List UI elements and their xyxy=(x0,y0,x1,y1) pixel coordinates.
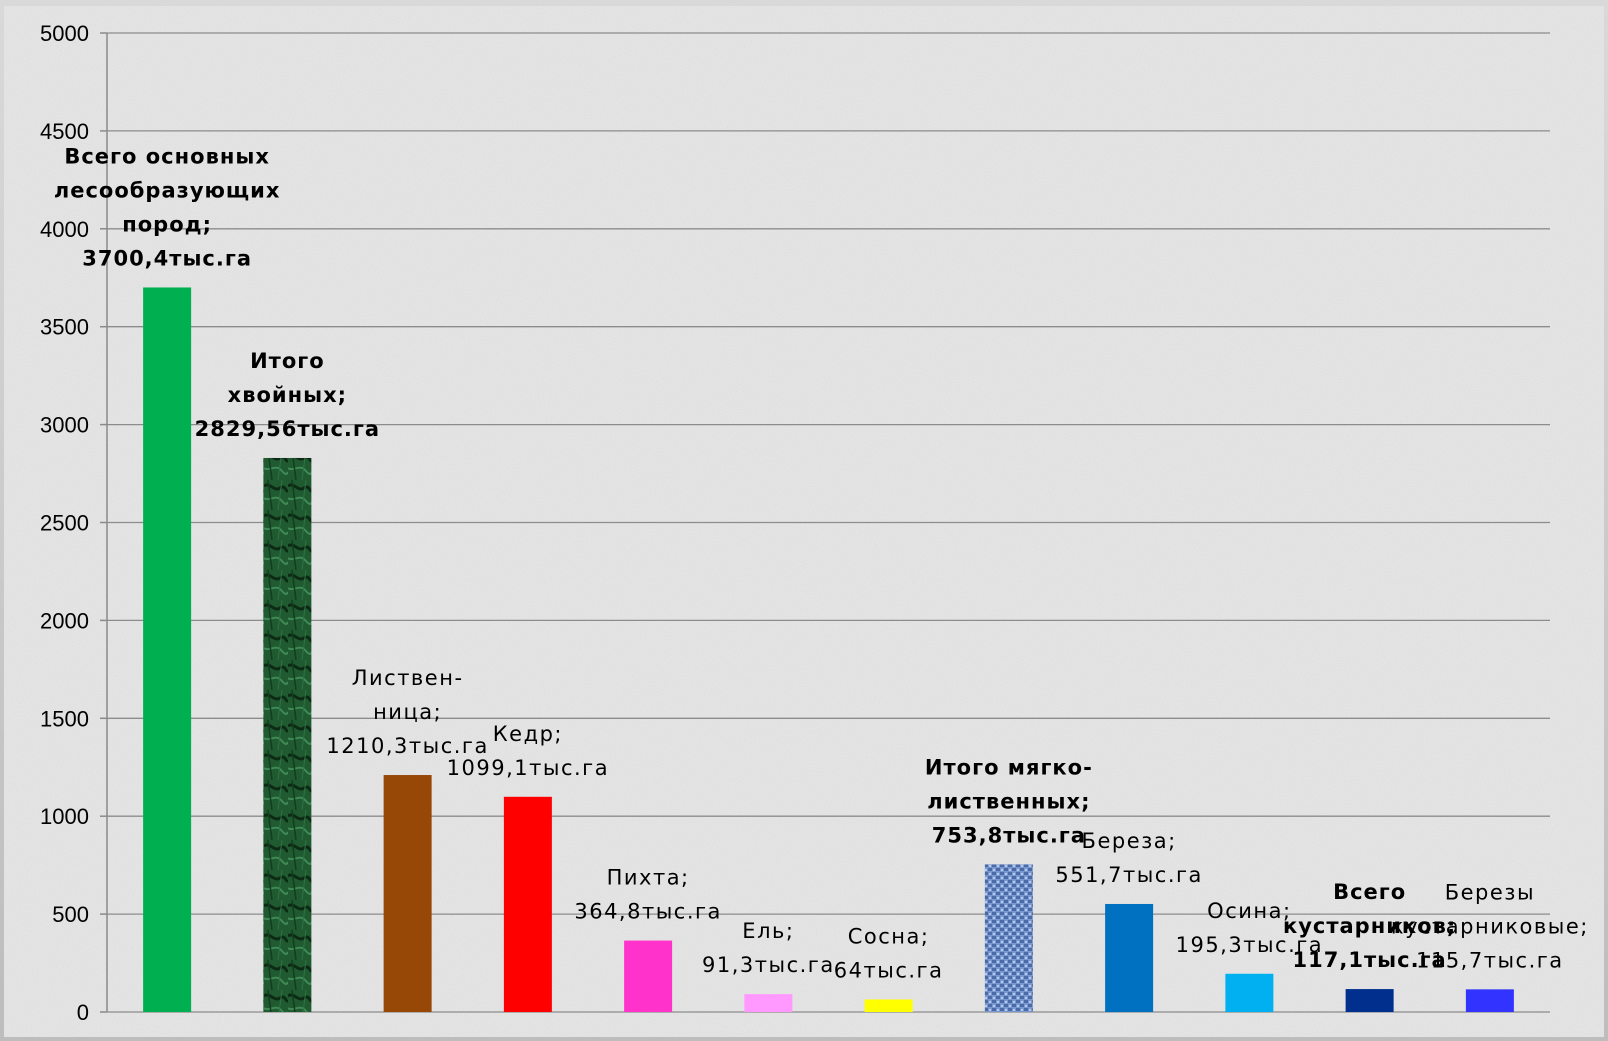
data-label-line: 1099,1тыс.га xyxy=(447,756,609,780)
data-label-line: лесообразующих xyxy=(54,178,281,202)
data-label-line: 551,7тыс.га xyxy=(1055,863,1203,887)
data-label-line: 117,1тыс.га xyxy=(1293,948,1447,972)
data-label-line: 115,7тыс.га xyxy=(1416,948,1564,972)
data-label: Ель; 91,3тыс.га xyxy=(702,919,835,977)
bar xyxy=(143,287,192,1012)
data-label-line: Березы xyxy=(1445,880,1535,904)
data-label-line: Сосна; xyxy=(848,924,930,948)
data-label: Березы кустарниковые; 115,7тыс.га xyxy=(1391,880,1589,972)
data-label-line: Ель; xyxy=(742,919,794,943)
data-label-line: 91,3тыс.га xyxy=(702,953,835,977)
data-label-line: 753,8тыс.га xyxy=(932,823,1086,847)
gridlines xyxy=(107,32,1550,1013)
data-label-line: 3700,4тыс.га xyxy=(82,246,252,270)
data-label: Береза; 551,7тыс.га xyxy=(1055,829,1203,887)
bar xyxy=(624,940,673,1012)
data-label-line: Всего xyxy=(1333,880,1406,904)
bar xyxy=(1345,989,1394,1012)
y-tick-label: 5000 xyxy=(40,21,89,46)
data-label-line: Итого xyxy=(250,349,325,373)
data-label-line: кустарников; xyxy=(1283,914,1456,938)
data-label-line: пород; xyxy=(122,212,212,236)
bar xyxy=(1465,989,1514,1012)
bar xyxy=(383,775,432,1012)
data-label: Всего кустарников; 117,1тыс.га xyxy=(1283,880,1456,972)
y-tick-label: 0 xyxy=(77,1000,89,1025)
data-label-line: Листвен- xyxy=(352,666,464,690)
data-label: Итого мягко-лиственных; 753,8тыс.га xyxy=(925,755,1093,847)
data-label: Кедр; 1099,1тыс.га xyxy=(447,722,609,780)
data-label: Сосна; 64тыс.га xyxy=(834,924,944,982)
bars xyxy=(143,287,1514,1012)
data-label-line: 1210,3тыс.га xyxy=(326,734,488,758)
y-tick-label: 2000 xyxy=(40,608,89,633)
data-label-line: Кедр; xyxy=(493,722,563,746)
bar xyxy=(1105,903,1154,1012)
data-label-line: Итого мягко- xyxy=(925,755,1093,779)
bar xyxy=(263,457,312,1012)
data-label-line: Пихта; xyxy=(607,866,690,890)
y-tick-label: 3500 xyxy=(40,315,89,340)
data-label-line: 195,3тыс.га xyxy=(1176,933,1324,957)
data-label-line: Всего основных xyxy=(64,144,270,168)
y-tick-label: 1500 xyxy=(40,706,89,731)
data-label-line: лиственных; xyxy=(927,789,1090,813)
bar xyxy=(864,999,913,1012)
data-label-line: кустарниковые; xyxy=(1391,914,1589,938)
y-tick-label: 1000 xyxy=(40,804,89,829)
data-label-line: 364,8тыс.га xyxy=(574,900,722,924)
bar xyxy=(1225,973,1274,1012)
data-label-line: 64тыс.га xyxy=(834,958,944,982)
data-label: Пихта; 364,8тыс.га xyxy=(574,866,722,924)
y-tick-label: 2500 xyxy=(40,511,89,536)
data-label-line: 2829,56тыс.га xyxy=(195,417,380,441)
y-tick-label: 4000 xyxy=(40,217,89,242)
data-label: Осина; 195,3тыс.га xyxy=(1176,899,1324,957)
data-label: Листвен-ница; 1210,3тыс.га xyxy=(326,666,488,758)
bar xyxy=(744,994,793,1012)
data-label-line: хвойных; xyxy=(228,383,347,407)
data-label: Итого хвойных; 2829,56тыс.га xyxy=(195,349,380,441)
bar xyxy=(984,864,1033,1012)
data-label-line: Осина; xyxy=(1207,899,1291,923)
y-axis: 0 500 1000 1500 2000 2500 3000 3500 4000 4500 5000 xyxy=(40,21,108,1025)
data-label-line: ница; xyxy=(373,700,442,724)
data-label: Всего основных лесообразующих пород; 3700,4… xyxy=(54,144,281,270)
data-labels: Всего основных лесообразующих пород; 3700,4… xyxy=(54,144,1589,982)
y-tick-label: 4500 xyxy=(40,119,89,144)
y-tick-label: 500 xyxy=(52,902,89,927)
data-label-line: Береза; xyxy=(1082,829,1177,853)
bar xyxy=(503,796,552,1012)
y-tick-label: 3000 xyxy=(40,413,89,438)
